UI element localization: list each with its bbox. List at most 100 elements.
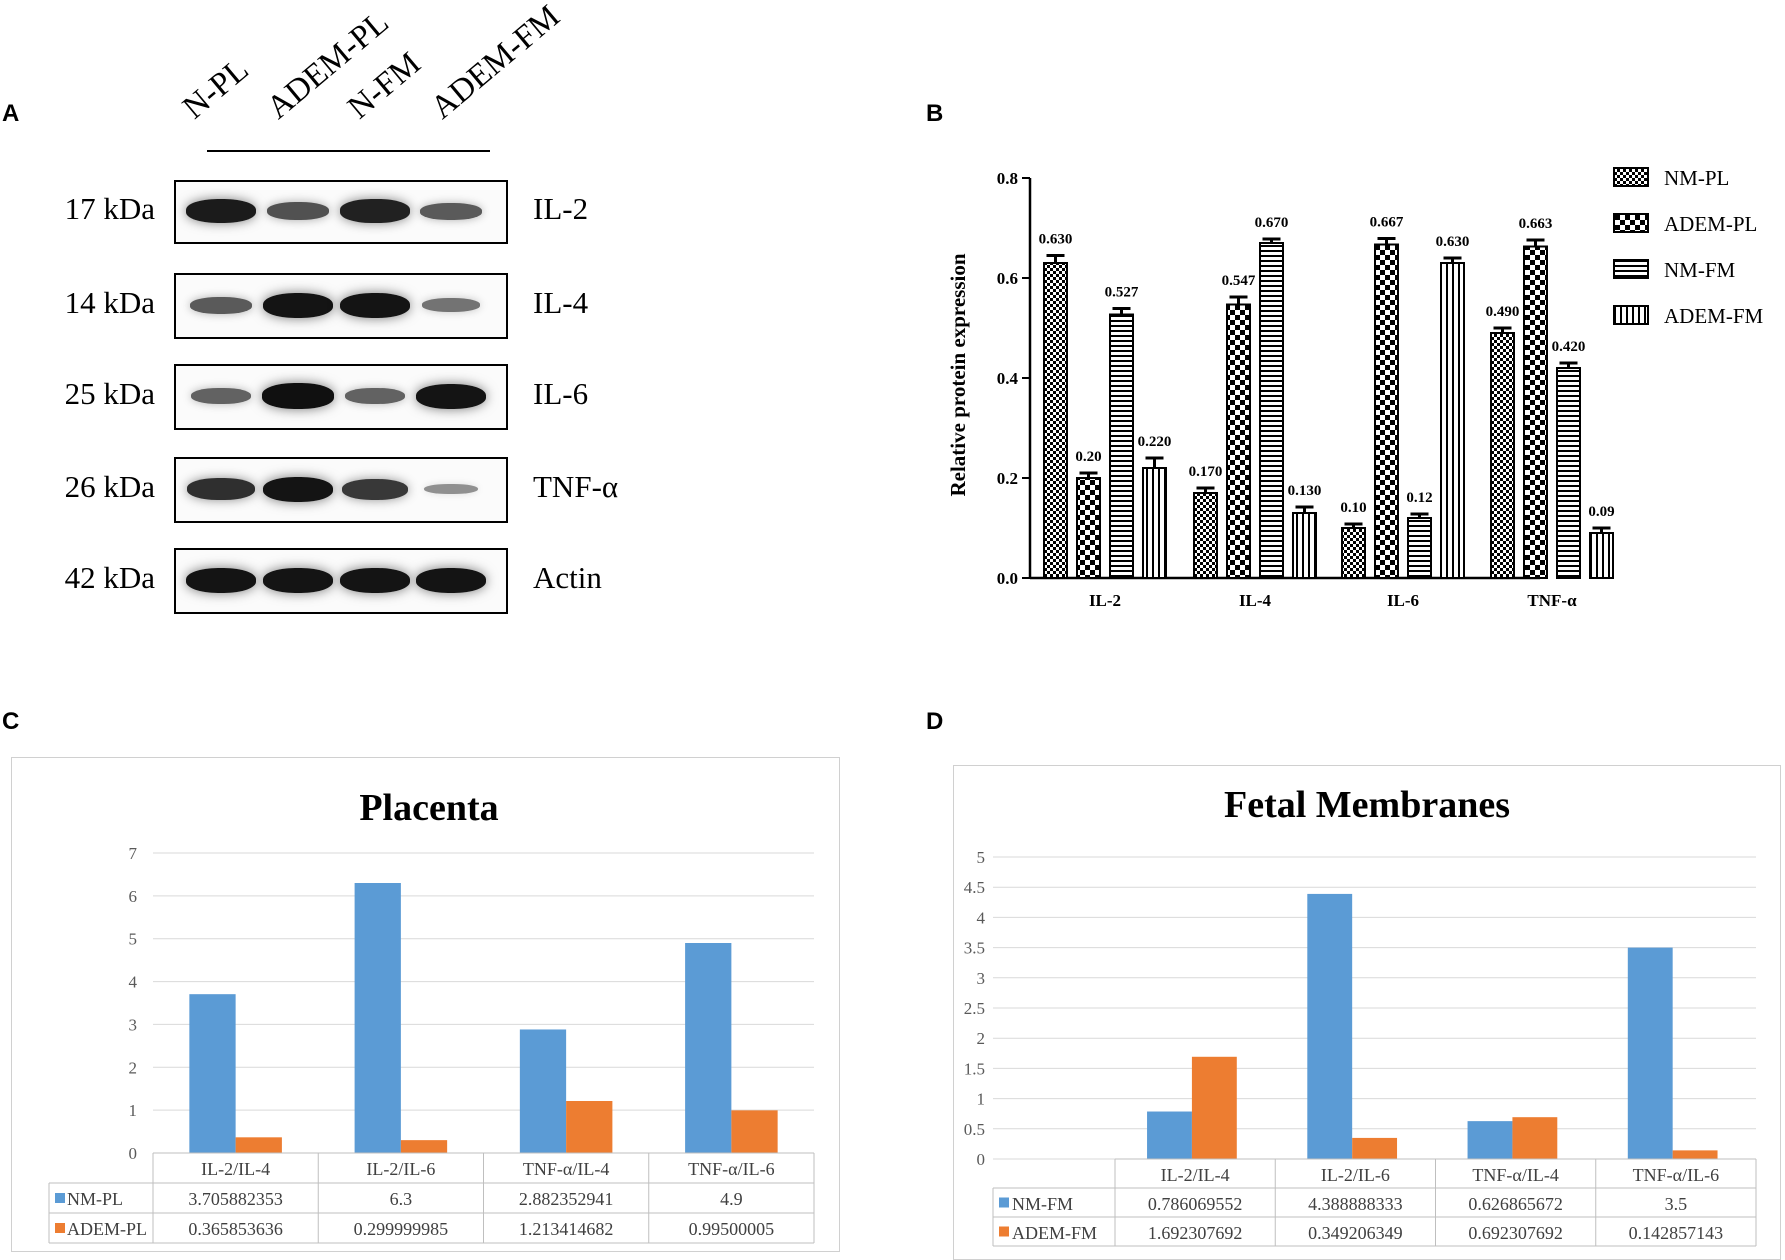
data-label: 0.09 [1588, 504, 1614, 520]
bar [400, 1140, 448, 1153]
bar [1142, 467, 1167, 579]
protein-band [415, 383, 487, 409]
bar [566, 1100, 613, 1153]
kda-label: 14 kDa [64, 285, 155, 320]
protein-band [262, 292, 334, 318]
y-tick-label: 0.6 [997, 269, 1018, 288]
kda-label: 26 kDa [64, 469, 155, 504]
protein-band [185, 567, 257, 593]
legend-swatch [1613, 305, 1649, 325]
lane-underline [207, 150, 490, 152]
bar [1352, 1137, 1398, 1159]
table-cell: 2.882352941 [519, 1189, 614, 1209]
legend-key [999, 1226, 1009, 1237]
y-tick-label: 4.5 [964, 878, 985, 897]
bar [731, 1110, 778, 1153]
protein-band [190, 296, 252, 314]
y-tick-label: 7 [129, 844, 138, 863]
bar [519, 1029, 567, 1153]
legend-label: NM-FM [1664, 258, 1736, 282]
chart-title: Fetal Membranes [1224, 784, 1510, 826]
protein-band [422, 298, 480, 312]
table-header: IL-2/IL-4 [201, 1159, 270, 1179]
data-label: 0.630 [1039, 232, 1073, 248]
protein-name-label: IL-4 [533, 285, 589, 320]
table-header: IL-2/IL-6 [366, 1159, 435, 1179]
protein-name-label: IL-2 [533, 191, 589, 226]
y-tick-label: 5 [129, 930, 138, 949]
data-label: 0.663 [1519, 216, 1553, 232]
bar [1589, 532, 1614, 579]
protein-band [262, 567, 334, 593]
table-cell: 0.786069552 [1148, 1194, 1243, 1214]
bar [1627, 947, 1673, 1159]
chart-title: Placenta [359, 787, 498, 829]
bar [1043, 262, 1068, 579]
series-name: NM-PL [67, 1189, 123, 1209]
bar [685, 943, 732, 1153]
legend-swatch [1613, 259, 1649, 279]
legend-label: NM-PL [1664, 166, 1729, 190]
blot-strip [174, 273, 508, 339]
data-label: 0.667 [1370, 215, 1404, 231]
y-tick-label: 2 [129, 1058, 138, 1077]
y-tick-label: 0 [977, 1150, 986, 1169]
bar [1259, 242, 1284, 579]
protein-band [186, 199, 256, 223]
bar [1109, 313, 1134, 579]
chart-relative-expression: Relative protein expression 0.0 0.2 0.4 0.6… [946, 166, 1764, 610]
protein-name-label: IL-6 [533, 376, 589, 411]
legend-swatch [1613, 213, 1649, 233]
category-label: IL-2 [1089, 591, 1121, 610]
y-tick-label: 4 [977, 908, 986, 927]
protein-band [187, 478, 255, 500]
bar [1191, 1056, 1237, 1159]
table-cell: 0.692307692 [1468, 1223, 1563, 1243]
y-tick-label: 0 [129, 1144, 138, 1163]
kda-label: 17 kDa [64, 191, 155, 226]
blot-strip [174, 180, 508, 244]
table-cell: 4.9 [720, 1189, 743, 1209]
data-label: 0.10 [1340, 500, 1366, 516]
y-tick-label: 1 [129, 1101, 138, 1120]
blot-strip [174, 457, 508, 523]
protein-band [339, 567, 411, 593]
legend-key [55, 1193, 65, 1203]
table-cell: 0.626865672 [1468, 1194, 1563, 1214]
bar [1076, 477, 1101, 579]
data-label: 0.630 [1436, 234, 1470, 250]
y-tick-label: 4 [129, 973, 138, 992]
data-label: 0.12 [1406, 490, 1432, 506]
data-label: 0.670 [1255, 215, 1289, 231]
y-tick-label: 5 [977, 848, 986, 867]
data-label: 0.170 [1189, 464, 1223, 480]
protein-band [191, 388, 251, 404]
legend-key [999, 1197, 1009, 1208]
bar [1307, 893, 1353, 1159]
table-cell: 0.99500005 [689, 1219, 775, 1239]
data-label: 0.130 [1288, 483, 1322, 499]
protein-band [262, 383, 334, 409]
bar [1672, 1150, 1718, 1159]
lane-label-n-pl: N-PL [176, 51, 256, 127]
y-tick-label: 6 [129, 887, 138, 906]
data-label: 0.420 [1552, 339, 1586, 355]
category-label: IL-4 [1239, 591, 1272, 610]
lane-label-adem-fm: ADEM-FM [424, 0, 567, 127]
data-label: 0.20 [1075, 449, 1101, 465]
chart-fetal-membranes: Fetal Membranes 0 0.5 1 1.5 2 2.5 3 3.5 4 4.5 5 IL… [964, 784, 1757, 1247]
y-tick-label: 1.5 [964, 1059, 985, 1078]
table-cell: 3.705882353 [188, 1189, 283, 1209]
bar [1374, 243, 1399, 579]
table-cell: 3.5 [1665, 1194, 1688, 1214]
bar [1292, 512, 1317, 579]
y-tick-label: 1 [977, 1090, 986, 1109]
bar [1512, 1117, 1558, 1159]
protein-band [262, 476, 334, 502]
series-name: ADEM-PL [67, 1219, 147, 1239]
protein-band [339, 292, 411, 318]
y-tick-label: 0.8 [997, 169, 1018, 188]
protein-band [342, 478, 408, 500]
bar [1490, 332, 1515, 579]
legend-key [55, 1223, 65, 1233]
